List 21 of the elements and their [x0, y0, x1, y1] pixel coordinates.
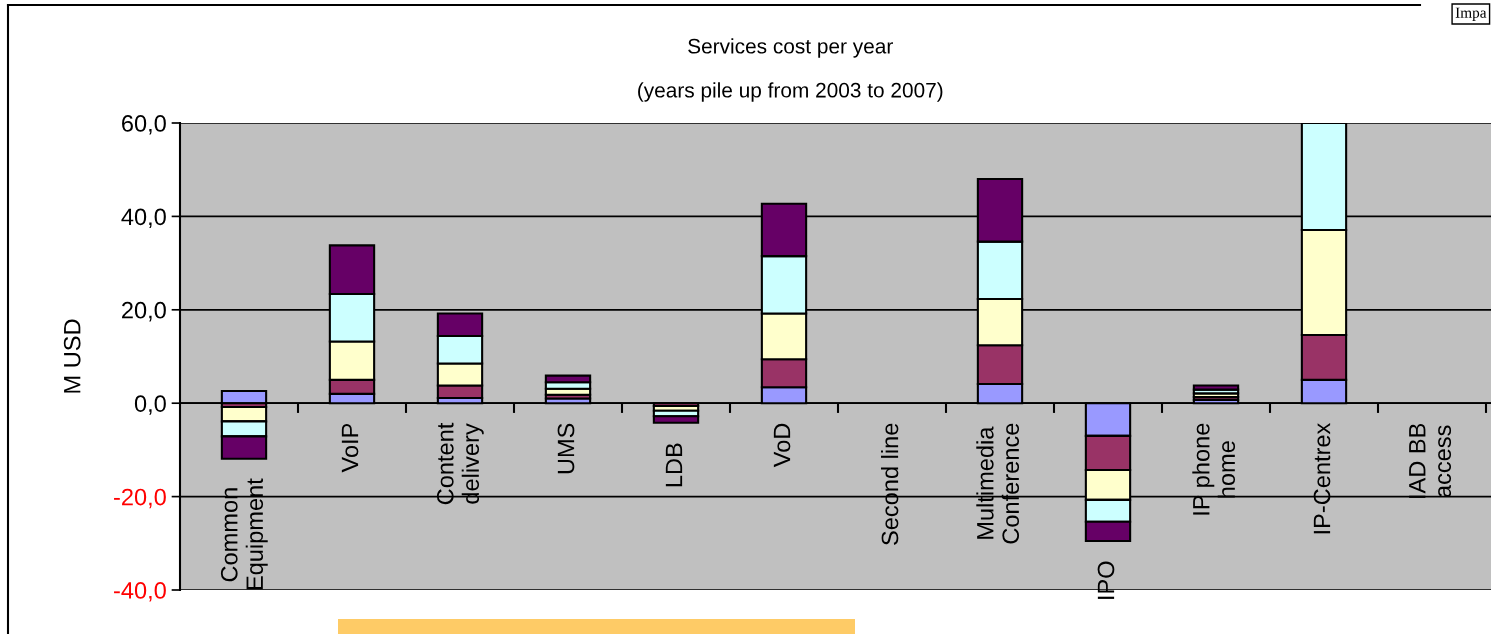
- x-tick-label: Second line: [880, 423, 899, 545]
- y-tick-label: -40,0: [114, 582, 166, 602]
- x-tick-label: Common Equipment: [220, 478, 268, 590]
- y-tick-label: 60,0: [122, 115, 166, 135]
- y-tick-label: 0,0: [134, 395, 166, 415]
- x-tick-label: IP-Centrex: [1313, 422, 1331, 534]
- x-tick-label: VoIP: [341, 423, 359, 473]
- y-axis-title: M USD: [63, 319, 81, 393]
- y-tick-label: 20,0: [122, 301, 166, 322]
- text: Impa: [1455, 7, 1487, 21]
- x-tick-label: Content delivery: [436, 422, 484, 505]
- y-tick-label: 40,0: [121, 208, 166, 228]
- y-tick-label: -20,0: [114, 488, 166, 509]
- bar: [1192, 384, 1240, 391]
- x-tick-label: Multimedia Conference: [976, 423, 1020, 544]
- x-tick-label: LDB: [665, 443, 683, 487]
- chart-title: Services cost per year: [688, 38, 893, 58]
- chart-subtitle: (years pile up from 2003 to 2007): [638, 82, 943, 102]
- x-tick-label: IPO: [1097, 561, 1115, 599]
- x-tick-label: VoD: [773, 423, 791, 468]
- x-tick-label: UMS: [557, 423, 575, 474]
